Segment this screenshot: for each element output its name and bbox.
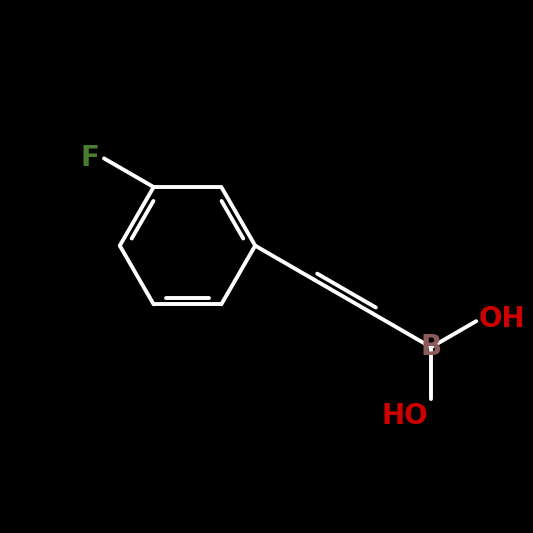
Text: HO: HO xyxy=(382,402,429,430)
Text: B: B xyxy=(421,333,442,361)
Text: OH: OH xyxy=(479,304,526,333)
Text: F: F xyxy=(81,144,100,172)
